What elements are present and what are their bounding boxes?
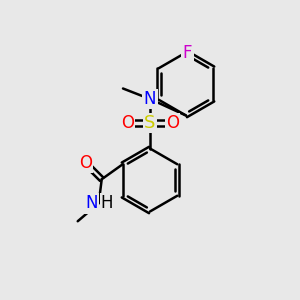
Text: S: S [144,114,156,132]
Text: H: H [101,194,113,212]
Text: O: O [166,114,179,132]
Text: O: O [79,154,92,172]
Text: F: F [183,44,192,62]
Text: N: N [85,194,98,212]
Text: O: O [121,114,134,132]
Text: N: N [144,90,156,108]
